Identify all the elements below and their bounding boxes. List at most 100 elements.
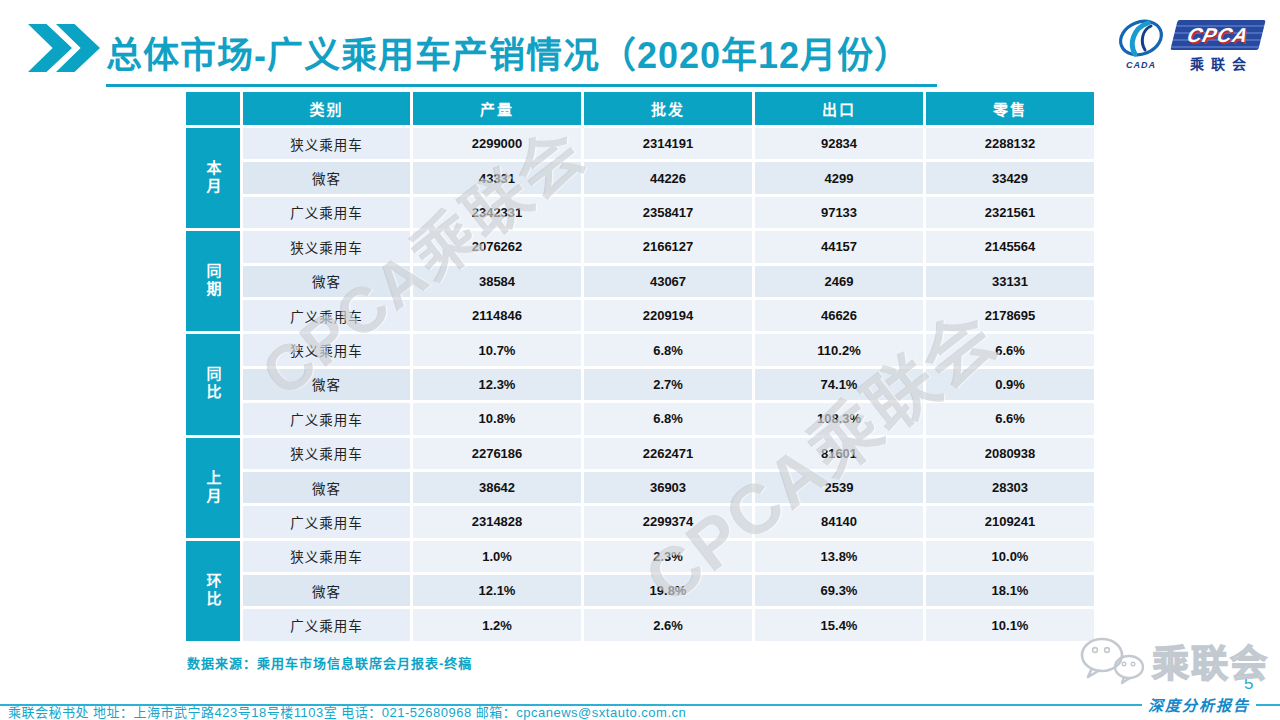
report-type-label: 深度分析报告 (1148, 694, 1250, 715)
value-cell: 12.1% (413, 575, 581, 606)
footer-divider: 深度分析报告 (0, 694, 1280, 715)
category-cell: 广义乘用车 (243, 403, 410, 434)
value-cell: 6.8% (584, 403, 752, 434)
value-cell: 2076262 (413, 231, 581, 262)
wechat-logo: 乘联会 (1078, 634, 1269, 688)
value-cell: 6.6% (926, 403, 1094, 434)
value-cell: 2145564 (926, 231, 1094, 262)
value-cell: 74.1% (755, 369, 923, 400)
row-group-label: 本月 (186, 128, 240, 228)
value-cell: 110.2% (755, 334, 923, 365)
value-cell: 2109241 (926, 506, 1094, 537)
cpca-wordmark: CPCA 乘联会 (1174, 20, 1262, 73)
row-group-label: 上月 (186, 438, 240, 538)
category-cell: 广义乘用车 (243, 506, 410, 537)
divider-line (0, 704, 1142, 706)
value-cell: 2299000 (413, 128, 581, 159)
value-cell: 2114846 (413, 300, 581, 331)
table-grid: 类别产量批发出口零售本月狭义乘用车22990002314191928342288… (186, 92, 1094, 641)
category-cell: 狭义乘用车 (243, 438, 410, 469)
value-cell: 2299374 (584, 506, 752, 537)
value-cell: 43331 (413, 162, 581, 193)
value-cell: 44226 (584, 162, 752, 193)
category-cell: 微客 (243, 266, 410, 297)
value-cell: 38642 (413, 472, 581, 503)
column-header-3: 批发 (584, 92, 752, 125)
value-cell: 46626 (755, 300, 923, 331)
category-cell: 狭义乘用车 (243, 541, 410, 572)
cpca-label: CPCA (1185, 23, 1251, 46)
column-header-1: 类别 (243, 92, 410, 125)
row-group-label: 同比 (186, 334, 240, 434)
page-title: 总体市场-广义乘用车产销情况（2020年12月份） (106, 26, 937, 87)
value-cell: 92834 (755, 128, 923, 159)
category-cell: 微客 (243, 369, 410, 400)
value-cell: 33429 (926, 162, 1094, 193)
cpca-logo: CADA CPCA 乘联会 (1114, 16, 1262, 76)
source-note: 数据来源：乘用车市场信息联席会月报表-终稿 (187, 653, 472, 672)
value-cell: 2469 (755, 266, 923, 297)
data-table: 类别产量批发出口零售本月狭义乘用车22990002314191928342288… (186, 92, 1094, 641)
cada-label: CADA (1126, 60, 1156, 70)
value-cell: 10.0% (926, 541, 1094, 572)
value-cell: 2321561 (926, 197, 1094, 228)
category-cell: 微客 (243, 162, 410, 193)
value-cell: 19.8% (584, 575, 752, 606)
value-cell: 10.1% (926, 609, 1094, 640)
value-cell: 69.3% (755, 575, 923, 606)
value-cell: 4299 (755, 162, 923, 193)
value-cell: 2288132 (926, 128, 1094, 159)
column-header-2: 产量 (413, 92, 581, 125)
column-header-4: 出口 (755, 92, 923, 125)
value-cell: 2262471 (584, 438, 752, 469)
row-group-label: 环比 (186, 541, 240, 641)
value-cell: 43067 (584, 266, 752, 297)
value-cell: 2178695 (926, 300, 1094, 331)
value-cell: 108.3% (755, 403, 923, 434)
value-cell: 2342331 (413, 197, 581, 228)
value-cell: 81601 (755, 438, 923, 469)
value-cell: 0.9% (926, 369, 1094, 400)
value-cell: 97133 (755, 197, 923, 228)
value-cell: 12.3% (413, 369, 581, 400)
value-cell: 2314828 (413, 506, 581, 537)
value-cell: 2166127 (584, 231, 752, 262)
value-cell: 2358417 (584, 197, 752, 228)
value-cell: 18.1% (926, 575, 1094, 606)
value-cell: 2080938 (926, 438, 1094, 469)
header-corner-cell (186, 92, 240, 125)
column-header-5: 零售 (926, 92, 1094, 125)
value-cell: 2276186 (413, 438, 581, 469)
divider-line (1256, 704, 1280, 706)
row-group-label: 同期 (186, 231, 240, 331)
value-cell: 2539 (755, 472, 923, 503)
cada-emblem-icon: CADA (1114, 16, 1168, 76)
value-cell: 2.7% (584, 369, 752, 400)
value-cell: 6.6% (926, 334, 1094, 365)
value-cell: 38584 (413, 266, 581, 297)
value-cell: 10.8% (413, 403, 581, 434)
value-cell: 15.4% (755, 609, 923, 640)
category-cell: 狭义乘用车 (243, 128, 410, 159)
value-cell: 33131 (926, 266, 1094, 297)
value-cell: 2209194 (584, 300, 752, 331)
double-chevron-icon (28, 24, 102, 72)
wechat-bubbles-icon (1078, 635, 1148, 687)
value-cell: 84140 (755, 506, 923, 537)
value-cell: 1.2% (413, 609, 581, 640)
value-cell: 2314191 (584, 128, 752, 159)
category-cell: 广义乘用车 (243, 300, 410, 331)
value-cell: 2.6% (584, 609, 752, 640)
wechat-logo-label: 乘联会 (1152, 634, 1269, 688)
category-cell: 广义乘用车 (243, 609, 410, 640)
category-cell: 微客 (243, 472, 410, 503)
value-cell: 13.8% (755, 541, 923, 572)
value-cell: 44157 (755, 231, 923, 262)
category-cell: 微客 (243, 575, 410, 606)
cpca-band: CPCA (1170, 20, 1265, 50)
value-cell: 28303 (926, 472, 1094, 503)
value-cell: 36903 (584, 472, 752, 503)
category-cell: 狭义乘用车 (243, 231, 410, 262)
value-cell: 10.7% (413, 334, 581, 365)
cpca-cn-label: 乘联会 (1190, 53, 1253, 73)
